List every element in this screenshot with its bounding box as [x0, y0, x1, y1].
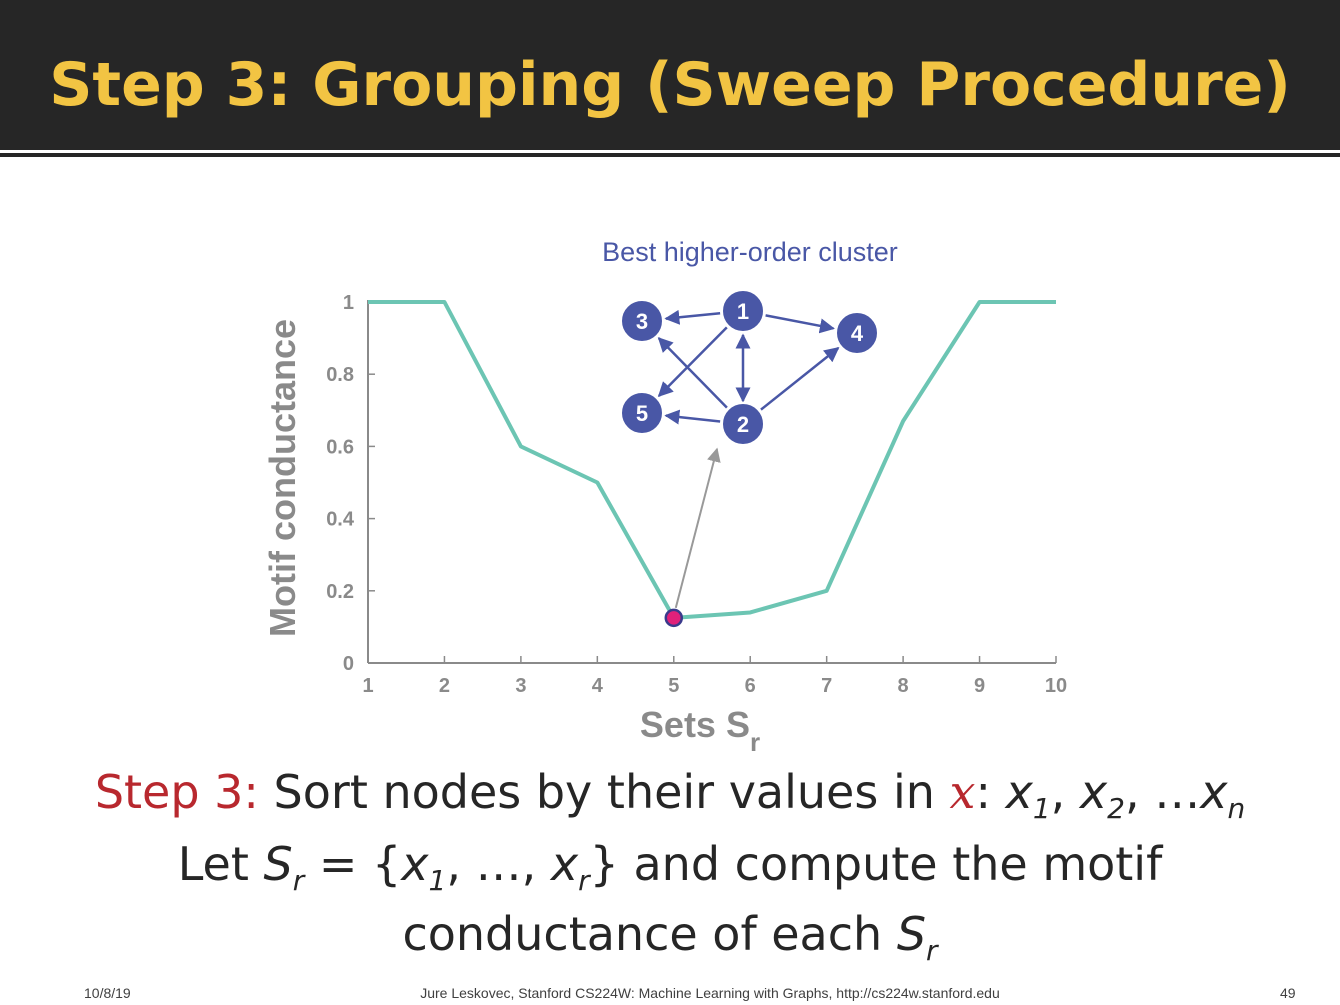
line1-text: Sort nodes by their values in: [258, 765, 950, 819]
s-subscript: r: [292, 864, 305, 897]
graph-node: [721, 289, 765, 333]
graph-edge: [765, 314, 835, 334]
y-tick-label: 0.8: [326, 364, 354, 386]
line2-x1-symbol: x: [401, 837, 429, 891]
x-tick-label: 9: [974, 675, 985, 697]
xr-subscript: r: [578, 864, 590, 897]
y-tick-label: 0.4: [326, 509, 355, 531]
line1-colon: :: [975, 765, 1006, 819]
graph-node-label: 4: [851, 321, 864, 346]
line1-sep1: ,: [1050, 765, 1080, 819]
line2-mid: , …,: [446, 837, 551, 891]
body-line-3: conductance of each Sr: [0, 904, 1340, 981]
x1-subscript: 1: [1032, 792, 1051, 825]
y-tick-label: 0.2: [326, 581, 354, 603]
footer-credit: Jure Leskovec, Stanford CS224W: Machine …: [420, 985, 1000, 1001]
graph-edge: [664, 309, 721, 325]
y-axis-title: Motif conductance: [262, 319, 303, 637]
s-symbol: S: [263, 837, 293, 891]
graph-node-label: 3: [636, 309, 648, 334]
x1-symbol: x: [1005, 765, 1033, 819]
x-tick-label: 5: [668, 675, 679, 697]
line2-x1-subscript: 1: [428, 864, 447, 897]
line3-s-subscript: r: [926, 934, 938, 967]
x-tick-label: 1: [362, 675, 373, 697]
xr-symbol: x: [550, 837, 579, 891]
x-tick-label: 4: [592, 675, 604, 697]
line2-eq: = {: [304, 837, 402, 891]
graph-edge: [657, 337, 728, 409]
y-tick-label: 1: [343, 292, 354, 314]
x-tick-label: 3: [515, 675, 526, 697]
line3-text: conductance of each: [402, 907, 897, 961]
step-label: Step 3:: [94, 765, 259, 819]
slide-title: Step 3: Grouping (Sweep Procedure): [49, 50, 1291, 120]
title-bar: [0, 0, 1340, 150]
x2-subscript: 2: [1107, 792, 1125, 825]
line3-s-symbol: S: [896, 907, 927, 961]
xn-symbol: x: [1200, 765, 1228, 819]
series-line: [368, 300, 1056, 620]
graph-node: [721, 402, 765, 446]
graph-node-label: 1: [737, 299, 749, 324]
x-tick-label: 7: [821, 675, 832, 697]
body-line-2: Let Sr = {x1, …, xr} and compute the mot…: [0, 834, 1340, 911]
x-tick-label: 2: [439, 675, 450, 697]
title-divider: [0, 150, 1340, 157]
pointer-arrow: [674, 447, 721, 609]
graph-node: [620, 391, 664, 435]
x-tick-label: 8: [898, 675, 909, 697]
x-tick-label: 10: [1045, 675, 1067, 697]
graph-edge: [657, 326, 728, 398]
x2-symbol: x: [1079, 765, 1108, 819]
line2-let: Let: [177, 837, 264, 891]
min-conductance-point: [664, 608, 684, 628]
graph-node: [620, 299, 664, 343]
graph-node-label: 5: [636, 401, 648, 426]
line2-end: } and compute the motif: [589, 837, 1163, 891]
x-axis-title-subscript: r: [750, 727, 760, 757]
xn-subscript: n: [1227, 792, 1246, 825]
graph-edge: [664, 409, 721, 425]
x-tick-label: 6: [745, 675, 756, 697]
inset-title: Best higher-order cluster: [602, 237, 898, 267]
x-axis-title-text: Sets S: [640, 704, 750, 745]
body-line-1: Step 3: Sort nodes by their values in x:…: [0, 762, 1340, 839]
x-axis-title: Sets Sr: [640, 704, 760, 757]
graph-node-label: 2: [737, 412, 749, 437]
vector-x: x: [949, 765, 976, 819]
line1-sep2: , …: [1124, 765, 1201, 819]
graph-node: [835, 311, 879, 355]
footer-date: 10/8/19: [84, 985, 131, 1001]
y-tick-label: 0: [343, 653, 354, 675]
footer-page-number: 49: [1280, 985, 1296, 1001]
graph-edge: [760, 346, 840, 411]
y-tick-label: 0.6: [326, 436, 354, 458]
